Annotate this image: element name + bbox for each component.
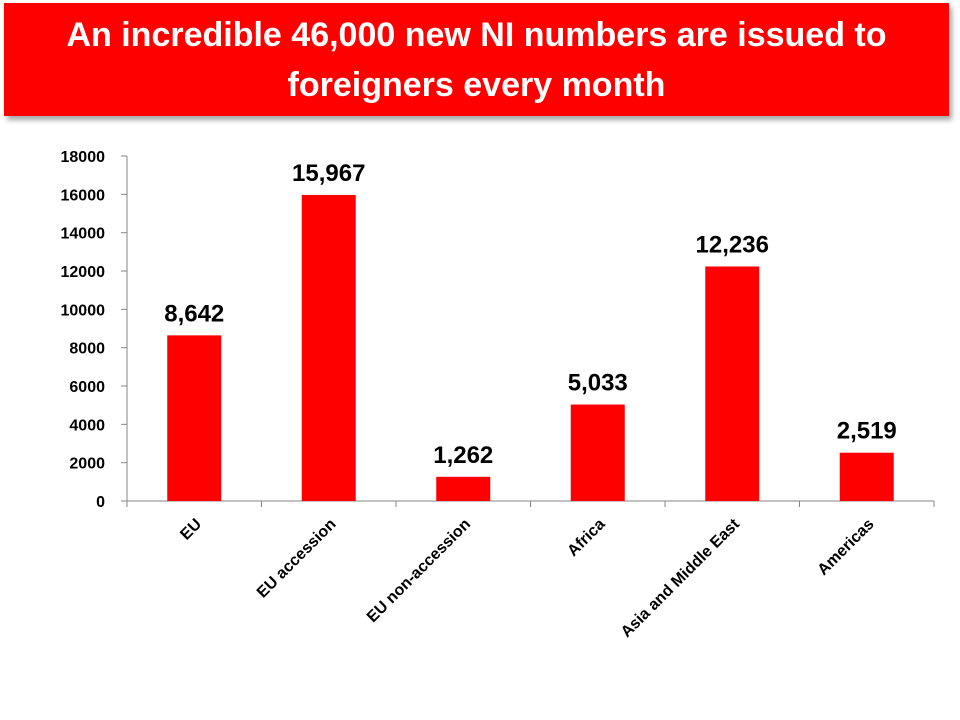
bars xyxy=(167,194,894,502)
y-tick-label: 8000 xyxy=(69,341,105,358)
bar xyxy=(436,476,491,501)
data-label: 15,967 xyxy=(292,160,365,187)
data-label: 12,236 xyxy=(696,231,769,258)
bar xyxy=(167,335,222,501)
y-tick-label: 18000 xyxy=(61,149,106,166)
y-tick-label: 6000 xyxy=(69,379,105,396)
y-tick-label: 16000 xyxy=(61,187,106,204)
bar xyxy=(705,266,760,501)
x-category-label: Asia and Middle East xyxy=(618,515,744,641)
slide-title: An incredible 46,000 new NI numbers are … xyxy=(66,15,887,104)
axes xyxy=(121,155,935,507)
y-tick-label: 14000 xyxy=(61,226,106,243)
data-label: 8,642 xyxy=(164,300,224,327)
title-banner: An incredible 46,000 new NI numbers are … xyxy=(4,3,949,116)
bar xyxy=(570,404,625,501)
data-label: 1,262 xyxy=(433,442,493,469)
y-tick-label: 0 xyxy=(96,494,105,511)
x-category-label: EU non-accession xyxy=(364,516,474,626)
x-category-label: Americas xyxy=(815,516,878,579)
bar xyxy=(301,194,356,502)
x-category-label: EU accession xyxy=(254,516,340,602)
y-tick-label: 4000 xyxy=(69,417,105,434)
y-tick-label: 2000 xyxy=(69,456,105,473)
data-label: 5,033 xyxy=(568,370,628,397)
bar xyxy=(839,452,894,501)
x-category-label: EU xyxy=(177,516,205,544)
y-tick-label: 10000 xyxy=(61,302,106,319)
data-label: 2,519 xyxy=(837,418,897,445)
x-category-label: Africa xyxy=(564,516,608,560)
y-tick-label: 12000 xyxy=(61,264,106,281)
